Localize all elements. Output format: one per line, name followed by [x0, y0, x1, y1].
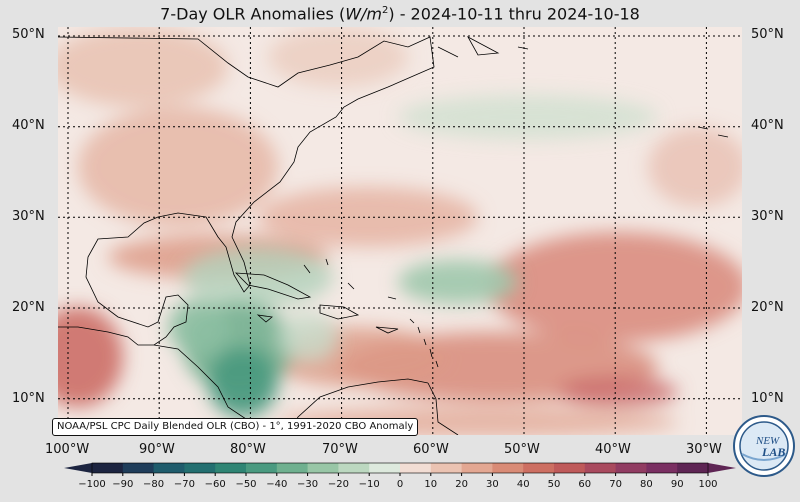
lat-label-right-10n: 10°N [751, 391, 784, 406]
colorbar-segment [461, 463, 493, 473]
lon-label-90w: 90°W [139, 442, 175, 457]
colorbar-segment [523, 463, 555, 473]
lat-label-left-10n: 10°N [12, 391, 45, 406]
lon-label-70w: 70°W [322, 442, 358, 457]
lat-label-left-40n: 40°N [12, 118, 45, 133]
map-canvas [33, 27, 748, 437]
colorbar-segment [615, 463, 647, 473]
lat-label-right-50n: 50°N [751, 27, 784, 42]
logo-text-bottom: LAB [761, 445, 785, 459]
colorbar-segment [276, 463, 309, 473]
lat-label-left-20n: 20°N [12, 300, 45, 315]
colorbar-extend-high [708, 463, 736, 473]
colorbar-tick-label: −20 [328, 479, 349, 490]
colorbar-segment [554, 463, 586, 473]
colorbar-tick-label: −10 [359, 479, 380, 490]
lon-label-100w: 100°W [45, 442, 90, 457]
lon-label-40w: 40°W [595, 442, 631, 457]
colorbar-tick-label: −30 [297, 479, 318, 490]
colorbar-tick-label: 10 [424, 479, 437, 490]
colorbar-segment [369, 463, 401, 473]
lat-label-right-40n: 40°N [751, 118, 784, 133]
lon-label-50w: 50°W [504, 442, 540, 457]
lon-label-60w: 60°W [413, 442, 449, 457]
lon-label-30w: 30°W [686, 442, 722, 457]
lab-logo: NEW LAB [732, 414, 796, 482]
colorbar-segment [677, 463, 709, 473]
colorbar-segment [584, 463, 617, 473]
negative-anomaly-field [168, 95, 658, 417]
colorbar-tick-label: 60 [578, 479, 591, 490]
colorbar-tick-label: 100 [698, 479, 717, 490]
colorbar-tick-label: −70 [174, 479, 195, 490]
lat-label-right-20n: 20°N [751, 300, 784, 315]
graticule [58, 27, 742, 435]
colorbar-segment [153, 463, 185, 473]
colorbar-segment [184, 463, 216, 473]
colorbar: −100 −90 −80 −70 −60 −50 −40 −30 −20 −10 0 10 20 30 40… [62, 462, 742, 502]
colorbar-tick-label: −50 [235, 479, 256, 490]
lat-label-right-30n: 30°N [751, 209, 784, 224]
colorbar-tick-label: 80 [640, 479, 653, 490]
lat-label-left-30n: 30°N [12, 209, 45, 224]
colorbar-segment [338, 463, 370, 473]
colorbar-segment [646, 463, 678, 473]
colorbar-svg: −100 −90 −80 −70 −60 −50 −40 −30 −20 −10 0 10 20 30 40… [64, 462, 736, 490]
colorbar-segment [400, 463, 432, 473]
lat-label-left-50n: 50°N [12, 27, 45, 42]
colorbar-tick-label: 50 [548, 479, 561, 490]
colorbar-tick-label: 70 [609, 479, 622, 490]
colorbar-tick-label: 30 [486, 479, 499, 490]
map-title: 7-Day OLR Anomalies (W/m2) - 2024-10-11 … [160, 4, 640, 24]
lon-label-80w: 80°W [230, 442, 266, 457]
colorbar-extend-low [64, 463, 92, 473]
colorbar-segment [92, 463, 124, 473]
colorbar-segment [215, 463, 247, 473]
positive-anomaly-field [33, 27, 748, 437]
olr-anomaly-map [33, 27, 748, 437]
colorbar-segment [122, 463, 155, 473]
colorbar-tick-label: −40 [266, 479, 287, 490]
colorbar-tick-label: 20 [455, 479, 468, 490]
colorbar-tick-label: −60 [205, 479, 226, 490]
colorbar-segment [492, 463, 524, 473]
colorbar-tick-label: −100 [78, 479, 105, 490]
colorbar-segment [246, 463, 278, 473]
colorbar-tick-label: −90 [112, 479, 133, 490]
logo-text-top: NEW [755, 435, 780, 447]
data-source-caption: NOAA/PSL CPC Daily Blended OLR (CBO) - 1… [52, 418, 419, 436]
colorbar-tick-label: 0 [397, 479, 403, 490]
colorbar-segment [307, 463, 339, 473]
colorbar-segment [430, 463, 463, 473]
colorbar-tick-label: −80 [143, 479, 164, 490]
colorbar-tick-label: 40 [517, 479, 530, 490]
colorbar-tick-label: 90 [671, 479, 684, 490]
